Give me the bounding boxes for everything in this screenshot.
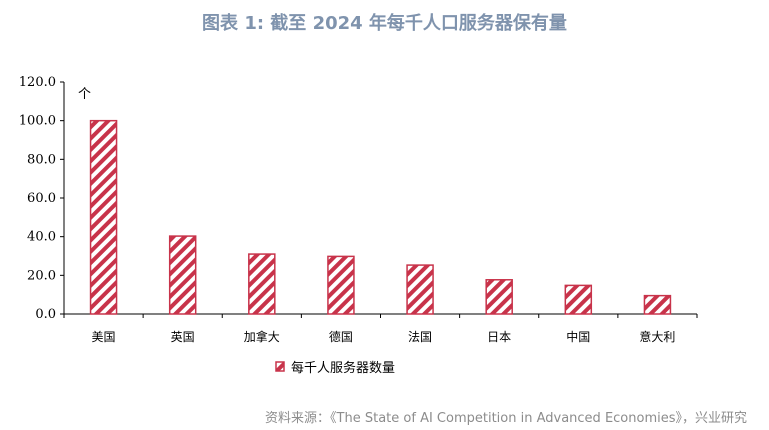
category-label: 德国 xyxy=(329,329,353,344)
category-label: 日本 xyxy=(487,330,511,344)
chart-title: 图表 1: 截至 2024 年每千人口服务器保有量 xyxy=(202,13,567,34)
y-tick-label: 80.0 xyxy=(27,152,56,167)
y-unit-label: 个 xyxy=(78,87,91,102)
y-tick-label: 20.0 xyxy=(27,268,56,283)
y-tick-label: 40.0 xyxy=(27,230,56,245)
category-label: 英国 xyxy=(171,330,195,344)
category-label: 中国 xyxy=(566,329,590,344)
y-tick-label: 0.0 xyxy=(35,307,56,322)
bar-4 xyxy=(406,264,434,315)
bar-5 xyxy=(485,279,513,315)
bar-7 xyxy=(643,294,672,315)
bar-0 xyxy=(89,119,118,315)
y-tick-label: 60.0 xyxy=(27,191,56,206)
legend-label: 每千人服务器数量 xyxy=(291,360,395,376)
category-label: 加拿大 xyxy=(244,329,280,344)
bar-1 xyxy=(168,235,197,315)
bar-6 xyxy=(564,284,593,315)
bar-2 xyxy=(248,253,276,315)
legend-swatch xyxy=(275,361,285,372)
category-label: 美国 xyxy=(92,330,116,344)
category-label: 法国 xyxy=(408,330,432,344)
y-tick-label: 100.0 xyxy=(19,114,56,129)
source-note: 资料来源：《The State of AI Competition in Adv… xyxy=(265,411,747,426)
bar-3 xyxy=(327,255,355,315)
y-tick-label: 120.0 xyxy=(19,75,56,90)
category-label: 意大利 xyxy=(639,329,675,344)
